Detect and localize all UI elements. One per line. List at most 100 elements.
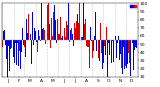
Bar bbox=[67, 25, 68, 40]
Bar bbox=[35, 31, 36, 40]
Bar bbox=[74, 23, 75, 40]
Bar bbox=[47, 5, 48, 40]
Bar bbox=[63, 18, 64, 40]
Bar bbox=[123, 40, 124, 47]
Bar bbox=[102, 40, 103, 69]
Bar bbox=[46, 15, 47, 40]
Bar bbox=[36, 36, 37, 40]
Bar bbox=[126, 40, 127, 68]
Bar bbox=[104, 40, 105, 58]
Bar bbox=[131, 40, 132, 59]
Bar bbox=[6, 40, 7, 59]
Bar bbox=[91, 40, 92, 41]
Bar bbox=[68, 3, 69, 40]
Bar bbox=[118, 36, 119, 40]
Bar bbox=[106, 27, 107, 40]
Bar bbox=[125, 40, 126, 66]
Bar bbox=[73, 40, 74, 46]
Bar bbox=[93, 40, 94, 51]
Bar bbox=[122, 40, 123, 74]
Bar bbox=[20, 40, 21, 69]
Bar bbox=[86, 40, 87, 46]
Bar bbox=[37, 40, 38, 52]
Bar bbox=[69, 40, 70, 42]
Bar bbox=[30, 34, 31, 40]
Bar bbox=[101, 40, 102, 53]
Bar bbox=[40, 40, 41, 41]
Bar bbox=[108, 40, 109, 43]
Bar bbox=[58, 34, 59, 40]
Bar bbox=[85, 19, 86, 40]
Bar bbox=[80, 18, 81, 40]
Bar bbox=[130, 40, 131, 76]
Bar bbox=[136, 40, 137, 48]
Bar bbox=[64, 28, 65, 40]
Bar bbox=[76, 21, 77, 40]
Bar bbox=[103, 40, 104, 63]
Bar bbox=[39, 40, 40, 50]
Bar bbox=[72, 34, 73, 40]
Bar bbox=[78, 23, 79, 40]
Bar bbox=[34, 28, 35, 40]
Bar bbox=[98, 40, 99, 58]
Bar bbox=[49, 24, 50, 40]
Bar bbox=[105, 40, 106, 55]
Bar bbox=[44, 30, 45, 40]
Bar bbox=[32, 12, 33, 40]
Bar bbox=[23, 40, 24, 45]
Bar bbox=[19, 40, 20, 51]
Bar bbox=[61, 38, 62, 40]
Bar bbox=[94, 36, 95, 40]
Bar bbox=[48, 3, 49, 40]
Bar bbox=[119, 40, 120, 60]
Bar bbox=[120, 40, 121, 54]
Bar bbox=[31, 40, 32, 64]
Bar bbox=[28, 14, 29, 40]
Bar bbox=[54, 5, 55, 40]
Bar bbox=[79, 3, 80, 40]
Bar bbox=[5, 40, 6, 45]
Bar bbox=[8, 40, 9, 46]
Bar bbox=[75, 28, 76, 40]
Bar bbox=[116, 40, 117, 58]
Bar bbox=[26, 19, 27, 40]
Bar bbox=[51, 18, 52, 40]
Bar bbox=[55, 20, 56, 40]
Bar bbox=[117, 40, 118, 43]
Bar bbox=[7, 40, 8, 77]
Bar bbox=[25, 40, 26, 57]
Bar bbox=[87, 40, 88, 47]
Bar bbox=[21, 40, 22, 52]
Bar bbox=[10, 40, 11, 49]
Bar bbox=[9, 40, 10, 71]
Bar bbox=[33, 40, 34, 45]
Bar bbox=[132, 40, 133, 43]
Bar bbox=[99, 40, 100, 61]
Bar bbox=[77, 14, 78, 40]
Bar bbox=[14, 40, 15, 63]
Bar bbox=[56, 40, 57, 43]
Bar bbox=[133, 40, 134, 70]
Bar bbox=[89, 40, 90, 68]
Bar bbox=[52, 36, 53, 40]
Bar bbox=[42, 29, 43, 40]
Bar bbox=[41, 3, 42, 40]
Bar bbox=[112, 40, 113, 41]
Bar bbox=[50, 40, 51, 48]
Bar bbox=[100, 23, 101, 40]
Bar bbox=[18, 40, 19, 66]
Bar bbox=[83, 32, 84, 40]
Bar bbox=[113, 40, 114, 62]
Bar bbox=[27, 33, 28, 40]
Bar bbox=[38, 30, 39, 40]
Bar bbox=[95, 12, 96, 40]
Bar bbox=[109, 40, 110, 55]
Bar bbox=[70, 30, 71, 40]
Bar bbox=[17, 40, 18, 43]
Bar bbox=[111, 40, 112, 63]
Bar bbox=[129, 40, 130, 63]
Bar bbox=[65, 37, 66, 40]
Bar bbox=[2, 40, 3, 47]
Bar bbox=[107, 19, 108, 40]
Bar bbox=[3, 31, 4, 40]
